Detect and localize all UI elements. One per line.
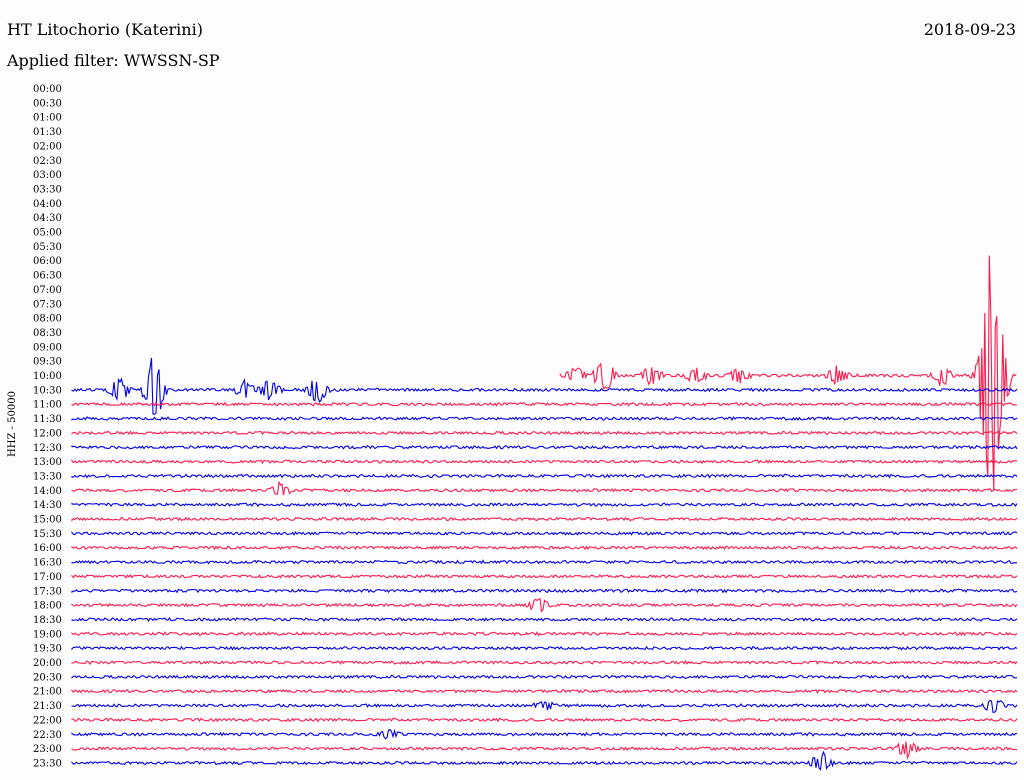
time-tick-label: 19:30 [33, 644, 62, 655]
trace-row-1530 [71, 530, 1018, 536]
time-tick-label: 03:30 [33, 184, 62, 195]
time-tick-label: 14:00 [33, 486, 62, 497]
trace-row-1500 [71, 516, 1018, 522]
trace-row-2230 [71, 728, 1017, 740]
time-tick-label: 05:30 [33, 242, 62, 253]
time-tick-label: 02:00 [33, 141, 62, 152]
time-tick-label: 22:00 [33, 715, 62, 726]
time-tick-labels: 00:00 00:30 01:00 01:30 02:00 02:30 03:00 03:30… [33, 84, 62, 769]
trace-row-1230 [71, 444, 1018, 450]
time-tick-label: 17:30 [33, 586, 62, 597]
seismic-traces [71, 255, 1018, 771]
time-tick-label: 06:30 [33, 271, 62, 282]
trace-row-1430 [71, 502, 1018, 508]
trace-row-2200 [71, 717, 1018, 723]
time-tick-label: 16:00 [33, 543, 62, 554]
trace-row-1130 [71, 415, 1018, 421]
time-tick-label: 15:30 [33, 529, 62, 540]
trace-row-1930 [71, 645, 1018, 651]
time-tick-label: 15:00 [33, 515, 62, 526]
trace-row-1100 [71, 401, 1018, 407]
time-tick-label: 14:30 [33, 500, 62, 511]
trace-row-1730 [71, 588, 1018, 594]
trace-row-1700 [71, 573, 1018, 579]
trace-row-1200 [71, 430, 1018, 436]
time-tick-label: 00:30 [33, 98, 62, 109]
time-tick-label: 12:30 [33, 443, 62, 454]
time-tick-label: 21:00 [33, 687, 62, 698]
time-tick-label: 23:30 [33, 758, 62, 769]
trace-row-1900 [71, 631, 1018, 637]
time-tick-label: 16:30 [33, 558, 62, 569]
time-tick-label: 04:00 [33, 199, 62, 210]
time-tick-label: 19:00 [33, 629, 62, 640]
time-tick-label: 06:00 [33, 256, 62, 267]
time-tick-label: 21:30 [33, 701, 62, 712]
filter-label: Applied filter: WWSSN-SP [7, 51, 220, 70]
trace-row-1800 [71, 597, 1018, 613]
trace-row-1300 [71, 458, 1018, 465]
time-tick-label: 18:30 [33, 615, 62, 626]
trace-row-2030 [71, 674, 1017, 680]
trace-row-1000 [559, 255, 1017, 491]
time-tick-label: 07:30 [33, 299, 62, 310]
trace-row-1400 [71, 480, 1018, 496]
trace-row-2300 [71, 741, 1018, 760]
time-tick-label: 09:00 [33, 342, 62, 353]
trace-row-2330 [71, 750, 1018, 771]
time-tick-label: 08:00 [33, 314, 62, 325]
time-tick-label: 12:00 [33, 428, 62, 439]
trace-row-1830 [71, 617, 1018, 623]
time-tick-label: 01:30 [33, 127, 62, 138]
time-tick-label: 09:30 [33, 357, 62, 368]
time-tick-label: 02:30 [33, 156, 62, 167]
time-tick-label: 07:00 [33, 285, 62, 296]
trace-row-1330 [71, 473, 1018, 479]
trace-row-2000 [71, 659, 1018, 666]
time-tick-label: 00:00 [33, 84, 62, 95]
time-tick-label: 22:30 [33, 730, 62, 741]
channel-label: HHZ - 50000 [7, 391, 18, 457]
time-tick-label: 04:30 [33, 213, 62, 224]
trace-row-1030 [71, 357, 1018, 415]
station-title: HT Litochorio (Katerini) [7, 20, 203, 39]
time-tick-label: 08:30 [33, 328, 62, 339]
trace-row-2100 [71, 688, 1018, 694]
time-tick-label: 23:00 [33, 744, 62, 755]
time-tick-label: 10:30 [33, 385, 62, 396]
time-tick-label: 11:30 [33, 414, 62, 425]
time-tick-label: 10:00 [33, 371, 62, 382]
trace-row-1630 [71, 559, 1018, 565]
time-tick-label: 01:00 [33, 113, 62, 124]
time-tick-label: 03:00 [33, 170, 62, 181]
trace-row-2130 [71, 699, 1018, 713]
time-tick-label: 18:00 [33, 601, 62, 612]
time-tick-label: 17:00 [33, 572, 62, 583]
trace-row-1600 [71, 545, 1018, 551]
time-tick-label: 13:30 [33, 471, 62, 482]
time-tick-label: 05:00 [33, 228, 62, 239]
time-tick-label: 13:00 [33, 457, 62, 468]
time-tick-label: 11:00 [33, 400, 62, 411]
record-date: 2018-09-23 [923, 20, 1016, 39]
time-tick-label: 20:30 [33, 672, 62, 683]
time-tick-label: 20:00 [33, 658, 62, 669]
